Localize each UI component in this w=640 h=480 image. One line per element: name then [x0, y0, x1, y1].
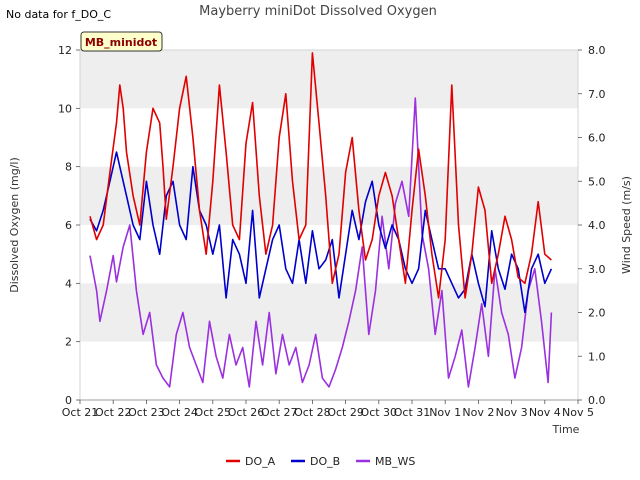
series-line-do-b — [89, 151, 553, 314]
site-label-background — [80, 31, 163, 52]
y2-tick-label: 3.0 — [588, 263, 606, 276]
y-axis-right: 0.0 1.0 2.0 3.0 4.0 5.0 6.0 7.0 8.0 — [578, 44, 606, 407]
legend-item-mb-ws: MB_WS — [356, 455, 415, 468]
y-tick-label: 2 — [65, 336, 72, 349]
y-axis-left: 0 2 4 6 8 10 12 — [58, 44, 80, 407]
x-tick-label: Oct 28 — [294, 406, 331, 419]
y-tick-label: 0 — [65, 394, 72, 407]
x-tick-label: Oct 30 — [361, 406, 398, 419]
y-tick-label: 12 — [58, 44, 72, 57]
chart-title: Mayberry miniDot Dissolved Oxygen — [199, 4, 437, 19]
x-tick-label: Oct 21 — [62, 406, 99, 419]
legend-item-do-b: DO_B — [291, 455, 340, 468]
x-tick-label: Oct 27 — [261, 406, 298, 419]
grid-band — [80, 50, 578, 109]
y2-tick-label: 5.0 — [588, 175, 606, 188]
y2-tick-label: 7.0 — [588, 88, 606, 101]
grid-bands — [80, 50, 578, 342]
y-tick-label: 10 — [58, 102, 72, 115]
y2-tick-label: 1.0 — [588, 350, 606, 363]
x-tick-label: Nov 2 — [462, 406, 494, 419]
series-line-do-a — [89, 52, 552, 299]
series-line-mb-ws — [89, 97, 553, 388]
x-tick-label: Oct 25 — [195, 406, 232, 419]
y2-tick-label: 6.0 — [588, 132, 606, 145]
y2-tick-label: 4.0 — [588, 219, 606, 232]
x-tick-label: Oct 26 — [228, 406, 265, 419]
y-tick-label: 4 — [65, 277, 72, 290]
legend: DO_A DO_B MB_WS — [226, 455, 415, 468]
legend-item-do-a: DO_A — [226, 455, 276, 468]
x-tick-label: Nov 5 — [562, 406, 594, 419]
y-tick-label: 6 — [65, 219, 72, 232]
series-layer — [89, 52, 553, 388]
y-tick-label: 8 — [65, 161, 72, 174]
site-label-box: MB_minidot — [80, 31, 163, 52]
x-tick-label: Nov 4 — [529, 406, 561, 419]
y2-tick-label: 8.0 — [588, 44, 606, 57]
legend-label: MB_WS — [375, 455, 415, 468]
site-label: MB_minidot — [85, 36, 157, 49]
no-data-note: No data for f_DO_C — [6, 8, 111, 21]
y2-axis-title: Wind Speed (m/s) — [620, 176, 633, 274]
x-tick-label: Oct 31 — [394, 406, 431, 419]
x-tick-label: Oct 24 — [161, 406, 198, 419]
x-axis-title: Time — [552, 423, 580, 436]
x-tick-label: Oct 23 — [128, 406, 165, 419]
y-axis-title: Dissolved Oxygen (mg/l) — [8, 157, 21, 292]
legend-label: DO_B — [310, 455, 340, 468]
grid-band — [80, 166, 578, 225]
y2-tick-label: 0.0 — [588, 394, 606, 407]
y2-tick-label: 2.0 — [588, 307, 606, 320]
grid-band — [80, 283, 578, 342]
x-tick-label: Nov 3 — [496, 406, 528, 419]
x-tick-label: Oct 29 — [327, 406, 364, 419]
x-tick-label: Nov 1 — [429, 406, 461, 419]
x-tick-label: Oct 22 — [95, 406, 132, 419]
legend-label: DO_A — [245, 455, 276, 468]
